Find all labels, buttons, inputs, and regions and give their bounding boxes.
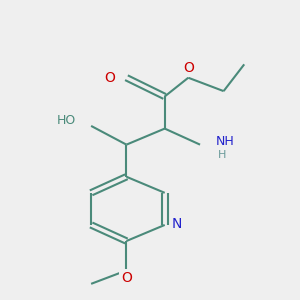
Text: NH: NH xyxy=(215,135,234,148)
Text: HO: HO xyxy=(57,114,76,127)
Text: H: H xyxy=(218,150,226,161)
Text: O: O xyxy=(183,61,194,75)
Text: N: N xyxy=(172,218,182,231)
Text: O: O xyxy=(121,272,132,286)
Text: O: O xyxy=(104,71,115,85)
